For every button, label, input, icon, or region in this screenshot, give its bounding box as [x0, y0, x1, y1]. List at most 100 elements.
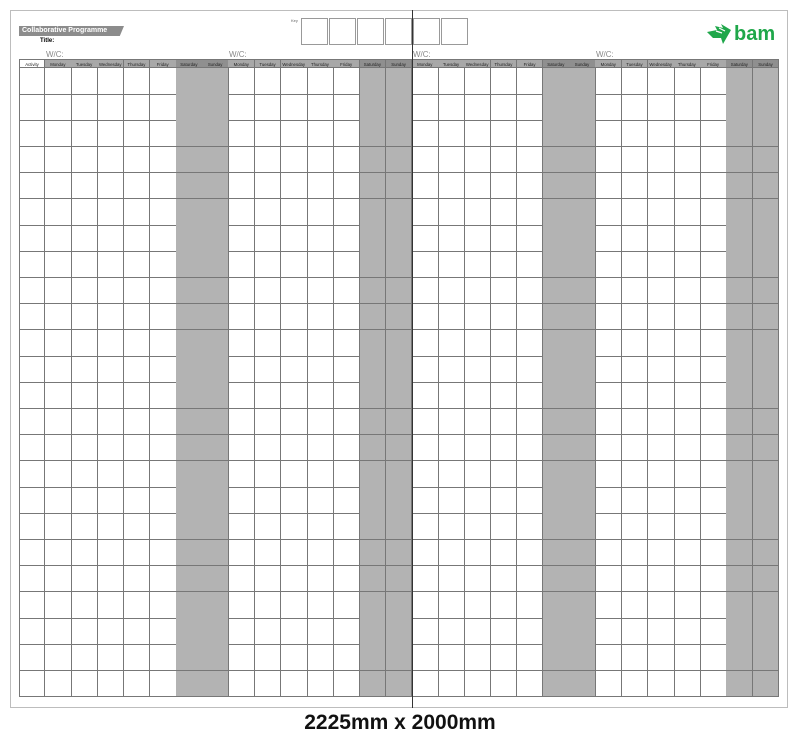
schedule-cell[interactable]: [359, 565, 387, 593]
schedule-cell[interactable]: [542, 146, 570, 174]
schedule-cell[interactable]: [411, 513, 439, 541]
schedule-cell[interactable]: [97, 539, 125, 567]
schedule-cell[interactable]: [45, 68, 72, 95]
schedule-cell[interactable]: [438, 434, 465, 462]
schedule-cell[interactable]: [411, 94, 439, 121]
schedule-cell[interactable]: [280, 434, 308, 462]
schedule-cell[interactable]: [280, 199, 308, 226]
schedule-cell[interactable]: [726, 120, 754, 148]
schedule-cell[interactable]: [123, 94, 151, 121]
schedule-cell[interactable]: [752, 120, 780, 148]
schedule-cell[interactable]: [569, 670, 596, 698]
schedule-cell[interactable]: [674, 513, 701, 541]
schedule-cell[interactable]: [149, 408, 177, 436]
schedule-cell[interactable]: [411, 670, 439, 698]
key-box[interactable]: [413, 18, 440, 45]
schedule-cell[interactable]: [621, 539, 649, 567]
schedule-cell[interactable]: [45, 513, 72, 541]
schedule-cell[interactable]: [464, 330, 492, 357]
schedule-cell[interactable]: [752, 513, 780, 541]
schedule-cell[interactable]: [176, 356, 203, 383]
schedule-cell[interactable]: [149, 146, 177, 174]
schedule-cell[interactable]: [726, 618, 754, 645]
schedule-cell[interactable]: [752, 146, 780, 174]
schedule-cell[interactable]: [700, 382, 727, 410]
schedule-cell[interactable]: [307, 120, 334, 148]
schedule-cell[interactable]: [254, 330, 282, 357]
activity-cell[interactable]: [19, 618, 45, 645]
schedule-cell[interactable]: [542, 487, 570, 514]
schedule-cell[interactable]: [516, 225, 544, 252]
schedule-cell[interactable]: [97, 330, 125, 357]
schedule-cell[interactable]: [45, 461, 72, 488]
schedule-cell[interactable]: [307, 225, 334, 252]
schedule-cell[interactable]: [569, 199, 596, 226]
schedule-cell[interactable]: [595, 382, 623, 410]
schedule-cell[interactable]: [700, 172, 727, 200]
schedule-cell[interactable]: [726, 513, 754, 541]
schedule-cell[interactable]: [123, 487, 151, 514]
schedule-cell[interactable]: [569, 487, 596, 514]
schedule-cell[interactable]: [254, 670, 282, 698]
schedule-cell[interactable]: [149, 670, 177, 698]
activity-cell[interactable]: [19, 199, 45, 226]
schedule-cell[interactable]: [464, 434, 492, 462]
schedule-cell[interactable]: [123, 356, 151, 383]
schedule-cell[interactable]: [202, 120, 229, 148]
key-box[interactable]: [357, 18, 384, 45]
schedule-cell[interactable]: [45, 356, 72, 383]
schedule-cell[interactable]: [97, 434, 125, 462]
schedule-cell[interactable]: [307, 303, 334, 331]
schedule-cell[interactable]: [228, 199, 256, 226]
schedule-cell[interactable]: [97, 146, 125, 174]
schedule-cell[interactable]: [464, 592, 492, 619]
schedule-cell[interactable]: [176, 461, 203, 488]
schedule-cell[interactable]: [569, 146, 596, 174]
schedule-cell[interactable]: [254, 644, 282, 672]
schedule-cell[interactable]: [464, 251, 492, 279]
schedule-cell[interactable]: [202, 618, 229, 645]
schedule-cell[interactable]: [307, 68, 334, 95]
schedule-cell[interactable]: [647, 513, 675, 541]
schedule-cell[interactable]: [438, 225, 465, 252]
schedule-cell[interactable]: [438, 408, 465, 436]
schedule-cell[interactable]: [307, 644, 334, 672]
schedule-cell[interactable]: [228, 251, 256, 279]
schedule-cell[interactable]: [569, 172, 596, 200]
schedule-cell[interactable]: [464, 146, 492, 174]
schedule-cell[interactable]: [97, 94, 125, 121]
schedule-cell[interactable]: [202, 146, 229, 174]
schedule-cell[interactable]: [516, 94, 544, 121]
schedule-cell[interactable]: [595, 277, 623, 305]
schedule-cell[interactable]: [149, 172, 177, 200]
schedule-cell[interactable]: [385, 225, 413, 252]
schedule-cell[interactable]: [97, 565, 125, 593]
activity-cell[interactable]: [19, 539, 45, 567]
schedule-cell[interactable]: [280, 68, 308, 95]
schedule-cell[interactable]: [674, 146, 701, 174]
activity-cell[interactable]: [19, 120, 45, 148]
schedule-cell[interactable]: [333, 408, 360, 436]
schedule-cell[interactable]: [621, 356, 649, 383]
schedule-cell[interactable]: [490, 330, 518, 357]
schedule-cell[interactable]: [516, 68, 544, 95]
schedule-cell[interactable]: [411, 225, 439, 252]
schedule-cell[interactable]: [202, 172, 229, 200]
schedule-cell[interactable]: [411, 487, 439, 514]
schedule-cell[interactable]: [176, 251, 203, 279]
schedule-cell[interactable]: [569, 618, 596, 645]
schedule-cell[interactable]: [647, 68, 675, 95]
schedule-cell[interactable]: [569, 251, 596, 279]
schedule-cell[interactable]: [621, 68, 649, 95]
schedule-cell[interactable]: [490, 146, 518, 174]
schedule-cell[interactable]: [123, 172, 151, 200]
schedule-cell[interactable]: [647, 434, 675, 462]
schedule-cell[interactable]: [71, 539, 98, 567]
schedule-cell[interactable]: [45, 303, 72, 331]
schedule-cell[interactable]: [385, 68, 413, 95]
schedule-cell[interactable]: [674, 303, 701, 331]
schedule-cell[interactable]: [647, 382, 675, 410]
schedule-cell[interactable]: [621, 382, 649, 410]
schedule-cell[interactable]: [45, 618, 72, 645]
schedule-cell[interactable]: [726, 382, 754, 410]
